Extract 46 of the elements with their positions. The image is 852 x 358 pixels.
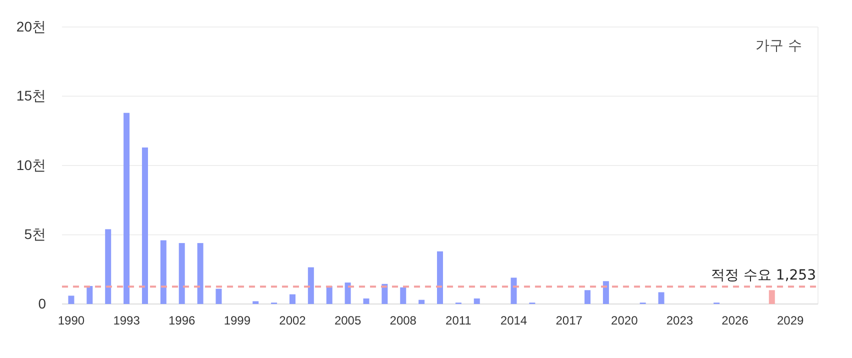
annotation: 가구 수 [756,38,802,54]
bar [602,281,609,304]
x-tick-label: 2026 [722,314,749,328]
bar [105,229,112,304]
bar [326,286,332,304]
x-tick-label: 2011 [446,314,472,328]
bar [289,294,296,304]
bar [142,147,148,304]
x-tick-label: 2002 [279,314,306,328]
bar [252,301,259,304]
y-tick-label: 10천 [16,156,46,173]
bar [68,296,74,304]
x-tick-label: 2020 [611,314,638,328]
bar [418,300,425,304]
x-tick-label: 1993 [113,314,140,328]
bar [400,287,406,304]
ref-line-label: 적정 수요 1,253 [711,268,816,284]
bar [86,286,93,304]
bar [437,251,443,304]
bar [382,284,388,304]
bar [658,292,664,304]
x-tick-label: 2017 [556,314,583,328]
x-tick-label: 1996 [168,314,196,328]
bar [363,298,370,304]
bar [160,240,166,304]
x-tick-label: 1999 [224,314,251,328]
y-tick-label: 15천 [16,88,46,104]
x-tick-label: 1990 [58,314,85,328]
bar [474,298,480,304]
bar [584,290,591,304]
bar [197,243,204,304]
x-tick-label: 2023 [666,314,694,328]
bar [216,288,222,304]
x-tick-label: 2005 [334,314,362,328]
x-tick-label: 2008 [390,314,417,328]
bar [510,278,517,304]
y-tick-label: 5천 [24,226,46,242]
x-tick-label: 2029 [776,314,804,328]
bar [178,243,185,304]
bar [344,282,351,304]
x-tick-label: 2014 [500,314,528,328]
y-tick-label: 20천 [16,18,46,34]
bar [768,290,775,304]
y-tick-label: 0 [38,295,46,312]
bar [124,112,130,304]
bar [308,267,314,304]
